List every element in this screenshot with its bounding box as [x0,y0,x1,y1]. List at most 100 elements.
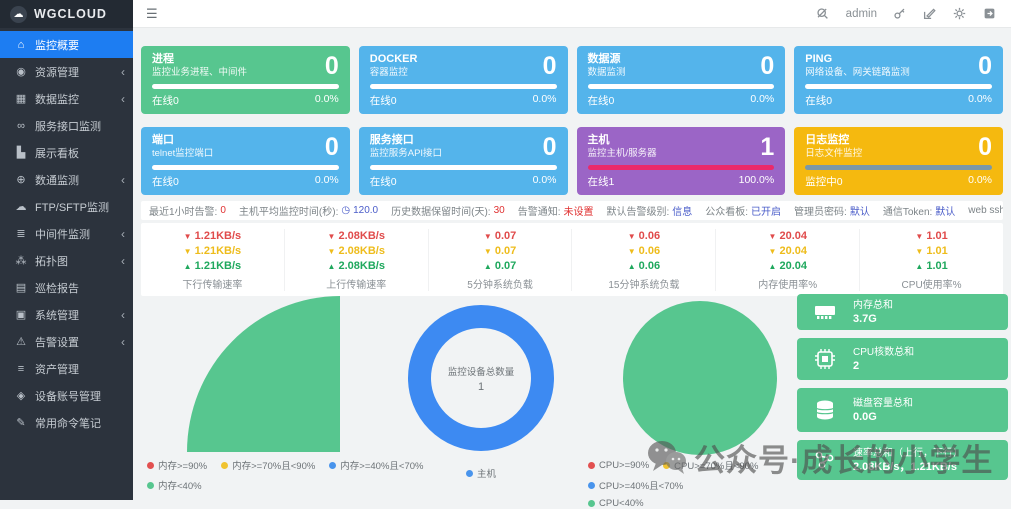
edit-icon[interactable] [923,7,937,21]
clock-icon: ◷ [341,205,351,216]
sidebar-item-device-accounts[interactable]: ◈ 设备账号管理 [0,382,133,409]
stat-card-title: 服务接口 [369,134,414,146]
sidebar-item-system-manage[interactable]: ▣ 系统管理 ‹ [0,301,133,328]
legend-dot [663,461,671,469]
metric-cpu-usage: ▼ 1.01 ▼ 1.01 ▲ 1.01 CPU使用率% [860,229,1003,291]
username[interactable]: admin [845,7,877,20]
summary-card-disk[interactable]: 磁盘容量总和 0.0G [797,388,1008,432]
summary-card-network-rate[interactable]: 速率总和（上行，下行） 2.08KB/s，1.21KB/s [797,440,1008,480]
stat-card-title: 主机 [587,134,610,146]
stat-card-process[interactable]: 进程 监控业务进程、中间件 0 在线0 0.0% [141,46,350,114]
sidebar-item-data-monitor[interactable]: ▦ 数据监控 ‹ [0,85,133,112]
host-donut-legend: 主机 [408,466,554,480]
sidebar-item-command-notes[interactable]: ✎ 常用命令笔记 [0,409,133,436]
up-arrow-icon: ▲ [768,262,777,271]
down-arrow-icon: ▼ [483,247,492,256]
down-arrow-icon: ▼ [183,232,192,241]
up-arrow-icon: ▲ [327,262,336,271]
stat-card-value: 0 [978,133,992,161]
stat-card-title: PING [805,53,833,65]
search-off-icon[interactable] [816,7,830,21]
legend-item[interactable]: CPU>=90% [588,458,649,472]
summary-value: 2.08KB/s，1.21KB/s [853,460,957,473]
network-rate-icon [813,449,843,471]
sidebar-item-topology[interactable]: ⁂ 拓扑图 ‹ [0,247,133,274]
legend-item[interactable]: 主机 [465,466,496,480]
sidebar-item-label: FTP/SFTP监测 [35,201,109,214]
stat-card-host[interactable]: 主机 监控主机/服务器 1 在线1 100.0% [576,127,786,195]
legend-dot [588,500,595,507]
legend-dot [147,481,154,489]
stat-card-subtitle: 容器监控 [369,67,408,78]
device-total-donut-chart: 监控设备总数量 1 [408,305,554,451]
disk-icon [813,399,843,421]
sidebar-item-ftp-monitor[interactable]: ☁ FTP/SFTP监测 [0,193,133,220]
donut-center-value: 1 [477,380,485,393]
legend-item[interactable]: CPU>=40%且<70% [588,478,683,492]
chevron-left-icon: ‹ [121,334,125,349]
sidebar-item-display-board[interactable]: ▙ 展示看板 [0,139,133,166]
metric-label: CPU使用率% [901,280,962,291]
stat-card-port[interactable]: 端口 telnet监控端口 0 在线0 0.0% [141,127,350,195]
legend-item[interactable]: CPU>=70%且<90% [663,458,758,472]
sidebar-item-label: 服务接口监测 [35,120,101,133]
legend-item[interactable]: 内存>=90% [147,458,207,472]
metric-upload-rate: ▼ 2.08KB/s ▼ 2.08KB/s ▲ 2.08KB/s 上行传输速率 [285,229,429,291]
memory-pie-legend: 内存>=90% 内存>=70%且<90% 内存>=40%且<70% 内存<40% [147,458,477,492]
stat-card-online: 在线0 [805,95,833,107]
sidebar-item-label: 系统管理 [35,309,79,322]
summary-label: 磁盘容量总和 [853,397,913,409]
stat-card-docker[interactable]: DOCKER 容器监控 0 在线0 0.0% [358,46,568,114]
summary-card-cpu[interactable]: CPU核数总和 2 [797,338,1008,380]
sidebar-item-label: 中间件监测 [35,228,90,241]
info-alarm-level: 默认告警级别: 信息 [606,207,693,218]
key-icon[interactable] [893,7,907,21]
legend-item[interactable]: 内存>=40%且<70% [329,458,423,472]
sidebar-item-resources[interactable]: ◉ 资源管理 ‹ [0,58,133,85]
stat-card-progress [805,165,992,170]
home-icon: ⌂ [17,38,25,51]
stat-card-subtitle: 数据监测 [587,67,626,78]
sidebar-item-api-monitor[interactable]: ∞ 服务接口监测 [0,112,133,139]
stat-card-ping[interactable]: PING 网络设备、网关链路监测 0 在线0 0.0% [794,46,1003,114]
sidebar-item-overview[interactable]: ⌂ 监控概要 [0,31,133,58]
stat-card-title: 端口 [152,134,174,146]
sidebar-item-alarm-settings[interactable]: ⚠ 告警设置 ‹ [0,328,133,355]
stat-card-datasource[interactable]: 数据源 数据监测 0 在线0 0.0% [576,46,786,114]
sidebar-item-asset-manage[interactable]: ≡ 资产管理 [0,355,133,382]
stat-card-progress [587,84,775,89]
sidebar-item-network-monitor[interactable]: ⊕ 数通监测 ‹ [0,166,133,193]
resource-icon: ◉ [16,66,26,78]
stat-card-progress [587,165,775,170]
legend-dot [221,461,229,469]
data-grid-icon: ▦ [15,93,27,105]
stat-card-subtitle: 监控服务API接口 [369,148,443,159]
legend-item[interactable]: 内存<40% [147,478,477,492]
stat-card-online: 在线0 [369,176,397,188]
sidebar-item-label: 资源管理 [35,66,79,79]
summary-value: 3.7G [853,312,877,325]
stat-card-value: 0 [324,133,339,161]
stat-card-progress [152,84,339,89]
alarm-bell-icon: ⚠ [16,336,26,348]
menu-toggle-icon[interactable]: ☰ [146,5,158,21]
summary-card-memory[interactable]: 内存总和 3.7G [797,294,1008,330]
memory-icon [813,301,843,323]
legend-item[interactable]: 内存>=70%且<90% [221,458,315,472]
gear-icon[interactable] [953,7,967,21]
legend-dot [588,461,595,469]
stat-card-log[interactable]: 日志监控 日志文件监控 0 监控中0 0.0% [794,127,1003,195]
info-token: 通信Token: 默认 [882,207,956,218]
stat-card-api[interactable]: 服务接口 监控服务API接口 0 在线0 0.0% [358,127,568,195]
stat-card-subtitle: 网络设备、网关链路监测 [805,67,910,78]
down-arrow-icon: ▼ [327,232,336,241]
system-icon: ▣ [15,309,27,321]
stat-card-subtitle: 日志文件监控 [805,148,863,159]
sidebar-item-middleware-monitor[interactable]: ≣ 中间件监测 ‹ [0,220,133,247]
sidebar-item-inspection-report[interactable]: ▤ 巡检报告 [0,274,133,301]
stat-card-percent: 0.0% [968,174,992,186]
legend-dot [588,481,595,489]
exit-fullscreen-icon[interactable] [983,7,997,21]
stat-card-online: 在线0 [152,95,179,107]
chevron-left-icon: ‹ [121,253,125,268]
